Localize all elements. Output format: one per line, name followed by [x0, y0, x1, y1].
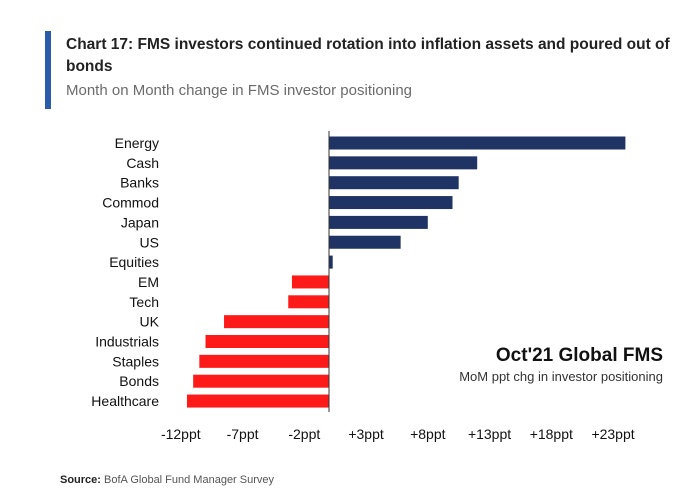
bar-industrials — [205, 335, 329, 348]
category-labels-layer: Energy Cash Banks Commod Japan US Equities EM Te… — [91, 135, 159, 409]
category-label: UK — [140, 314, 160, 330]
bar-energy — [329, 136, 626, 150]
chart-subtitle: Month on Month change in FMS investor po… — [66, 82, 413, 99]
x-tick-labels-layer: -12ppt -7ppt -2ppt +3ppt +8ppt +13ppt +18ppt +2… — [161, 426, 635, 442]
x-tick-label: -12ppt — [161, 426, 201, 442]
x-tick-label: -7ppt — [227, 426, 259, 442]
bar-em — [291, 275, 329, 289]
source-label: Source: — [60, 474, 101, 486]
category-label: Healthcare — [91, 393, 159, 409]
category-label: Tech — [129, 294, 159, 310]
bar-banks — [329, 176, 459, 190]
bar-cash — [329, 156, 478, 170]
chart-title: Chart 17: FMS investors continued rotati… — [66, 36, 670, 75]
title-accent-bar — [45, 31, 51, 109]
bar-bonds — [193, 374, 329, 388]
x-tick-label: -2ppt — [288, 426, 320, 442]
category-label: Industrials — [95, 334, 159, 350]
bar-commod — [329, 196, 453, 210]
category-label: Banks — [120, 175, 159, 191]
x-tick-label: +18ppt — [530, 426, 573, 442]
bar-tech — [288, 295, 329, 309]
x-tick-label: +13ppt — [468, 426, 511, 442]
x-tick-label: +23ppt — [591, 426, 634, 442]
category-label: Energy — [115, 135, 159, 151]
category-label: Staples — [112, 353, 159, 369]
annotation-title: Oct'21 Global FMS — [496, 345, 663, 366]
category-label: Commod — [102, 195, 159, 211]
source-note: Source: BofA Global Fund Manager Survey — [60, 474, 274, 486]
bars-layer — [186, 136, 626, 408]
bar-staples — [199, 354, 329, 368]
x-tick-label: +3ppt — [348, 426, 384, 442]
bar-uk — [224, 315, 329, 329]
bar-healthcare — [186, 394, 329, 408]
category-label: Cash — [126, 155, 159, 171]
category-label: Equities — [109, 254, 159, 270]
category-label: US — [140, 234, 159, 250]
x-tick-label: +8ppt — [410, 426, 446, 442]
bar-us — [329, 235, 401, 249]
category-label: EM — [138, 274, 159, 290]
category-label: Bonds — [119, 373, 159, 389]
source-text: BofA Global Fund Manager Survey — [104, 474, 275, 486]
bar-equities — [329, 255, 333, 269]
category-label: Japan — [121, 214, 159, 230]
bar-japan — [329, 215, 428, 229]
annotation-subtitle: MoM ppt chg in investor positioning — [459, 369, 663, 384]
